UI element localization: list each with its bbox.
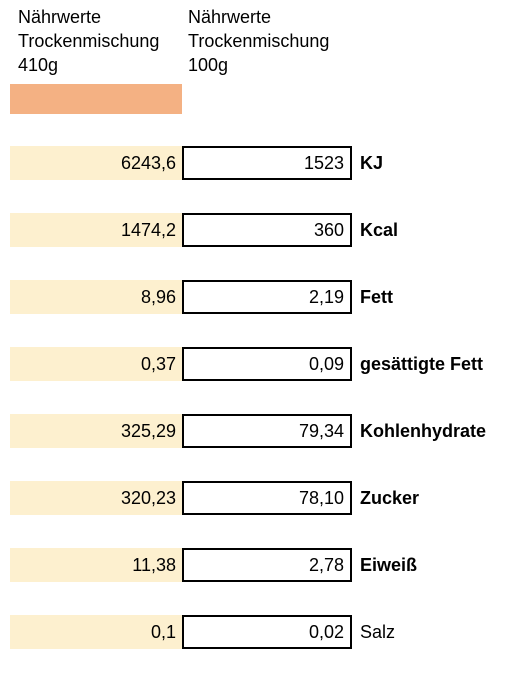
nutrient-label[interactable]: gesättigte Fett [360, 354, 484, 374]
value-100g-cell[interactable]: 2,19 [182, 280, 352, 314]
header-100g-line1: Nährwerte [188, 7, 272, 27]
nutrition-row-kj: 6243,6 1523 KJ [0, 146, 512, 180]
nutrition-row-kcal: 1474,2 360 Kcal [0, 213, 512, 247]
nutrient-label[interactable]: Zucker [360, 488, 420, 508]
header-100g-line3: 100g [188, 55, 229, 75]
value-410g-cell[interactable]: 11,38 [10, 548, 182, 582]
value-100g-cell[interactable]: 79,34 [182, 414, 352, 448]
value-100g-cell[interactable]: 78,10 [182, 481, 352, 515]
nutrition-row-fett: 8,96 2,19 Fett [0, 280, 512, 314]
header-100g-line2: Trockenmischung [188, 31, 330, 51]
value-410g-cell[interactable]: 8,96 [10, 280, 182, 314]
value-100g-cell[interactable]: 0,09 [182, 347, 352, 381]
header-410g-line2: Trockenmischung [18, 31, 160, 51]
value-100g-cell[interactable]: 2,78 [182, 548, 352, 582]
header-100g: Nährwerte Trockenmischung 100g [188, 5, 329, 77]
nutrient-label[interactable]: Eiweiß [360, 555, 418, 575]
nutrition-row-salz: 0,1 0,02 Salz [0, 615, 512, 649]
value-410g-cell[interactable]: 320,23 [10, 481, 182, 515]
value-100g-cell[interactable]: 360 [182, 213, 352, 247]
value-410g-cell[interactable]: 325,29 [10, 414, 182, 448]
value-100g-cell[interactable]: 1523 [182, 146, 352, 180]
nutrition-row-kohlenhydrate: 325,29 79,34 Kohlenhydrate [0, 414, 512, 448]
header-410g-line3: 410g [18, 55, 59, 75]
nutrition-row-gesaettigte-fett: 0,37 0,09 gesättigte Fett [0, 347, 512, 381]
value-410g-cell[interactable]: 0,37 [10, 347, 182, 381]
header-410g-line1: Nährwerte [18, 7, 102, 27]
nutrition-row-zucker: 320,23 78,10 Zucker [0, 481, 512, 515]
header-410g: Nährwerte Trockenmischung 410g [18, 5, 159, 77]
value-410g-cell[interactable]: 1474,2 [10, 213, 182, 247]
nutrition-row-eiweiss: 11,38 2,78 Eiweiß [0, 548, 512, 582]
nutrient-label[interactable]: Kohlenhydrate [360, 421, 487, 441]
nutrient-label[interactable]: Fett [360, 287, 393, 307]
nutrient-label[interactable]: Salz [360, 622, 396, 642]
value-100g-cell[interactable]: 0,02 [182, 615, 352, 649]
nutrient-label[interactable]: KJ [360, 153, 384, 173]
value-410g-cell[interactable]: 0,1 [10, 615, 182, 649]
nutrient-label[interactable]: Kcal [360, 220, 399, 240]
value-410g-cell[interactable]: 6243,6 [10, 146, 182, 180]
highlight-swatch[interactable] [10, 84, 182, 114]
